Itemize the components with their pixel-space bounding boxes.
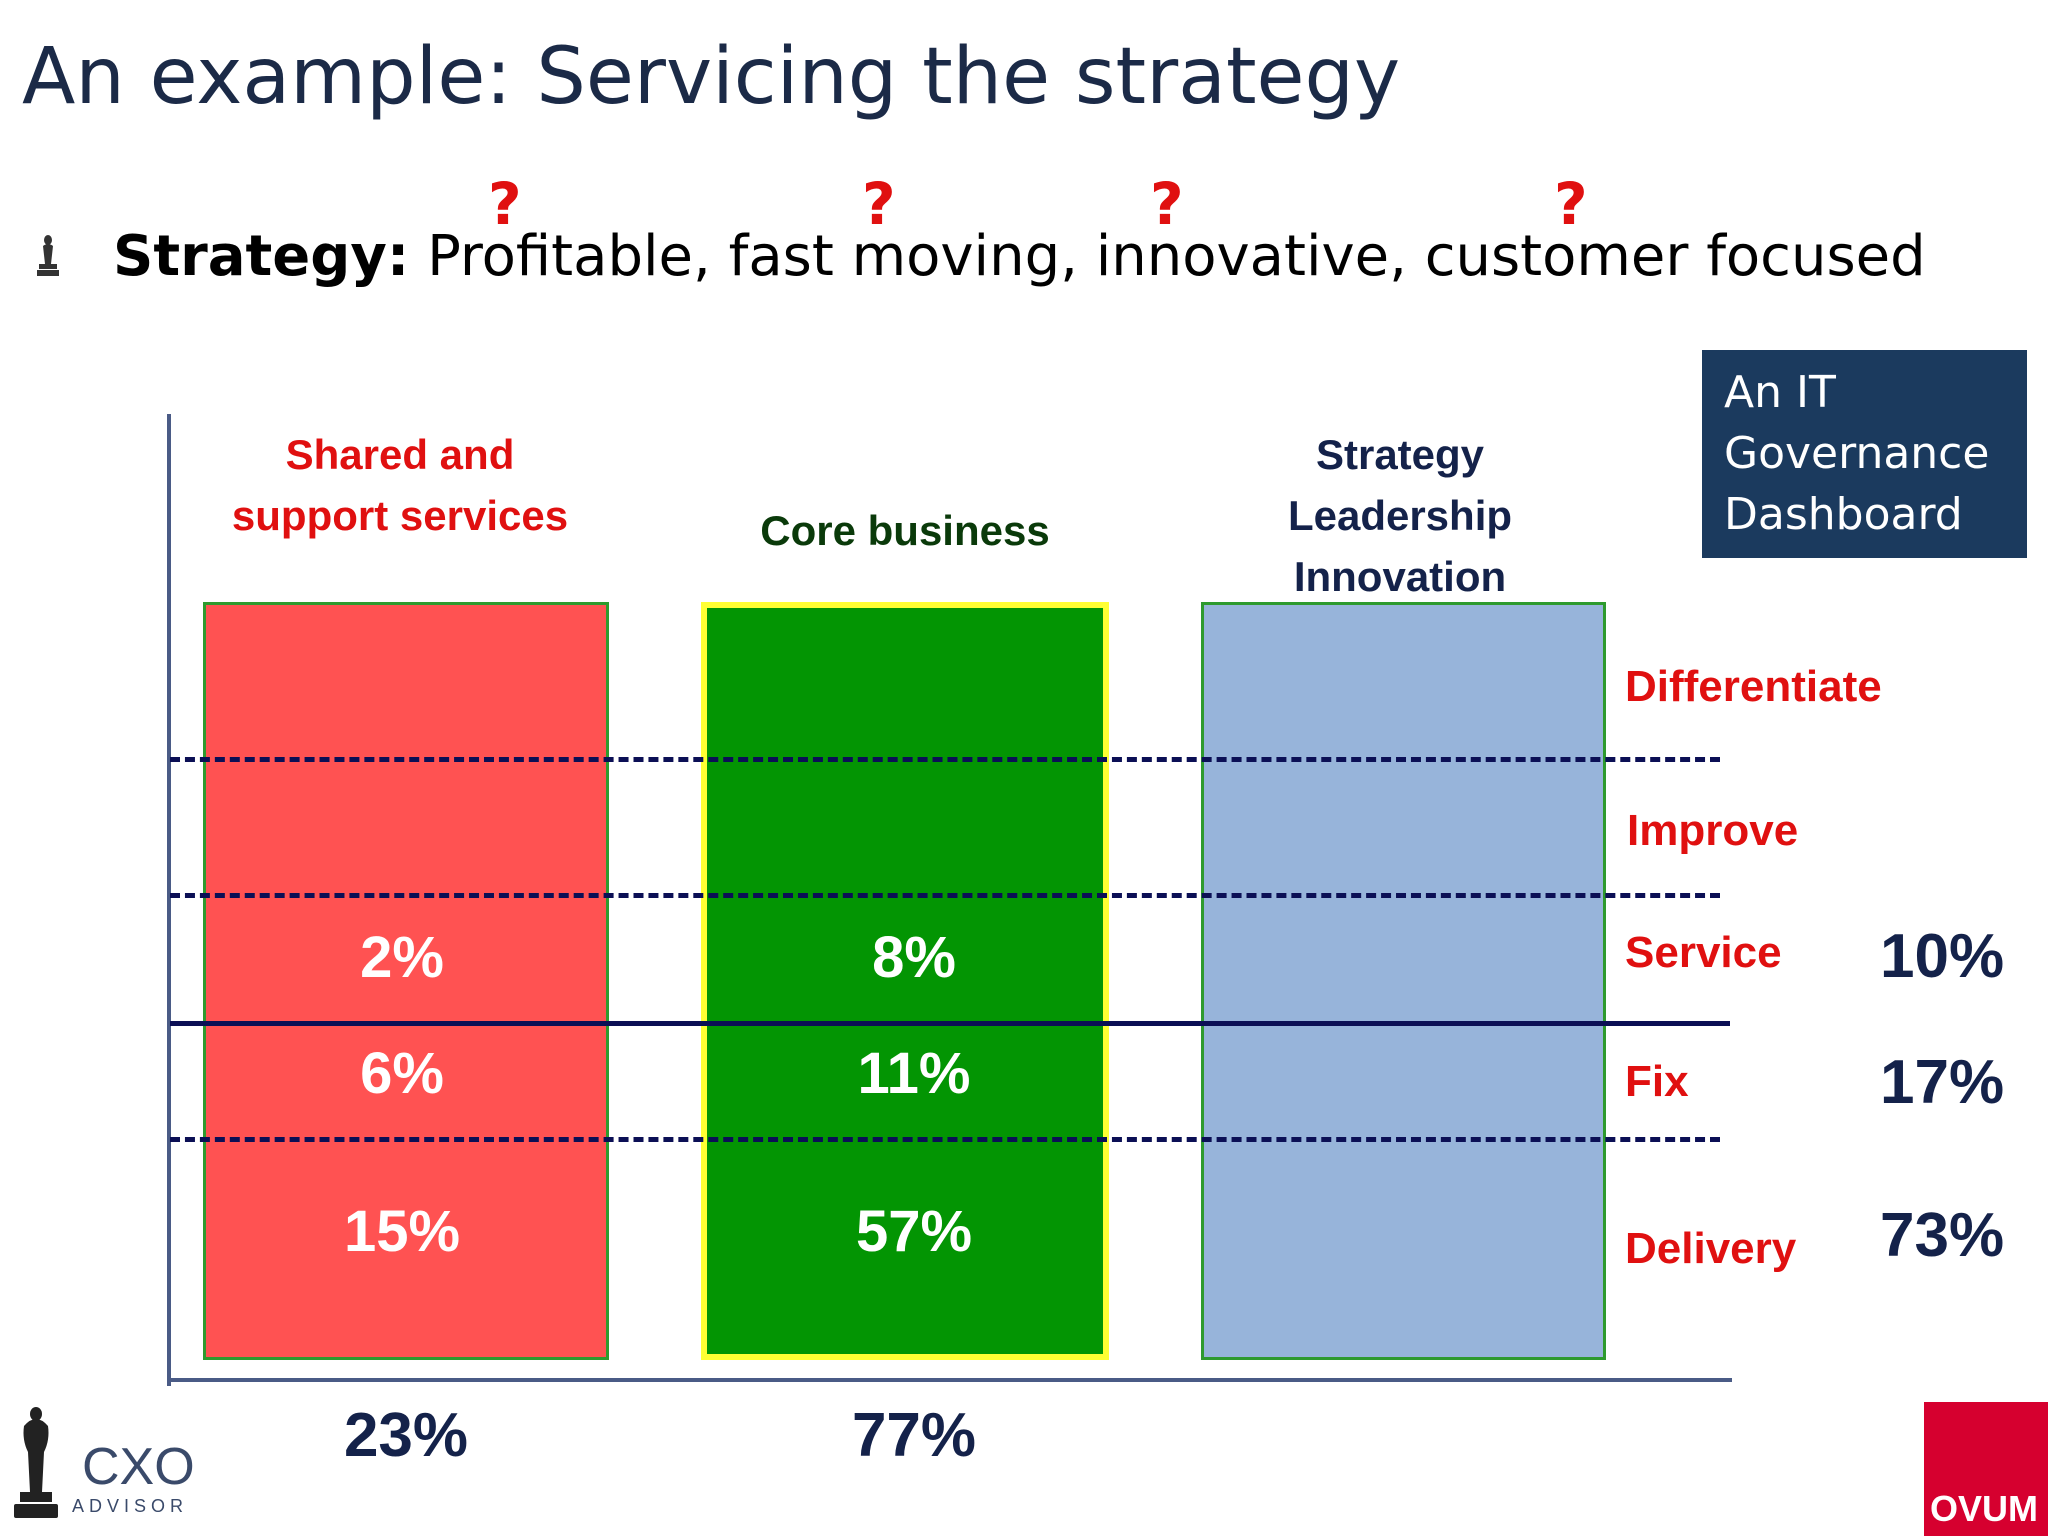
question-mark-customer-focused: ? [1554, 170, 1588, 238]
row-label-delivery: Delivery [1625, 1224, 1797, 1273]
strategy-label: Strategy: [113, 224, 410, 289]
question-mark-innovative: ? [1150, 170, 1184, 238]
shared-service-value: 2% [360, 925, 444, 990]
shared-delivery-value: 15% [343, 1199, 461, 1264]
cxo-logo-text: CXO [82, 1438, 195, 1496]
row-total-delivery: 73% [1880, 1201, 2005, 1270]
divider-improve-service [170, 893, 1720, 898]
ovum-logo: OVUM [1924, 1402, 2048, 1536]
strategy-text: Profitable, fast moving, innovative, cus… [427, 224, 1926, 289]
it-governance-dashboard-callout: An IT Governance Dashboard [1702, 350, 2027, 558]
question-mark-fast-moving: ? [862, 170, 896, 238]
shared-support-column-box [203, 602, 609, 1360]
divider-service-fix [170, 1021, 1730, 1026]
page-title: An example: Servicing the strategy [22, 32, 1401, 122]
ovum-logo-text: OVUM [1930, 1488, 2038, 1529]
strategy-column-box [1201, 602, 1606, 1360]
divider-differentiate-improve [170, 757, 1720, 762]
shared-fix-value: 6% [360, 1041, 444, 1106]
core-fix-value: 11% [857, 1041, 971, 1106]
row-label-improve: Improve [1627, 806, 1799, 855]
divider-fix-delivery [170, 1137, 1720, 1142]
core-service-value: 8% [872, 925, 956, 990]
question-mark-profitable: ? [488, 170, 522, 238]
column-total-core: 77% [851, 1401, 977, 1470]
horizontal-axis [167, 1378, 1732, 1382]
cxo-advisor-logo: CXO ADVISOR [14, 1407, 195, 1518]
row-total-fix: 17% [1880, 1048, 2005, 1117]
row-label-differentiate: Differentiate [1625, 662, 1882, 711]
row-total-service: 10% [1880, 922, 2005, 991]
row-label-service: Service [1625, 928, 1782, 977]
row-label-fix: Fix [1625, 1057, 1689, 1106]
vertical-axis [167, 414, 171, 1386]
core-business-column-box [701, 602, 1109, 1360]
strategy-statement: Strategy: Profitable, fast moving, innov… [113, 224, 1926, 289]
column-header-shared-support: Shared and support services [231, 431, 569, 539]
column-total-shared: 23% [343, 1401, 469, 1470]
column-header-strategy-leadership-innovation: Strategy Leadership Innovation [1287, 431, 1513, 600]
chess-bishop-bullet-icon [37, 235, 59, 276]
core-delivery-value: 57% [855, 1199, 973, 1264]
column-header-core-business: Core business [760, 507, 1050, 554]
advisor-logo-text: ADVISOR [72, 1496, 188, 1516]
